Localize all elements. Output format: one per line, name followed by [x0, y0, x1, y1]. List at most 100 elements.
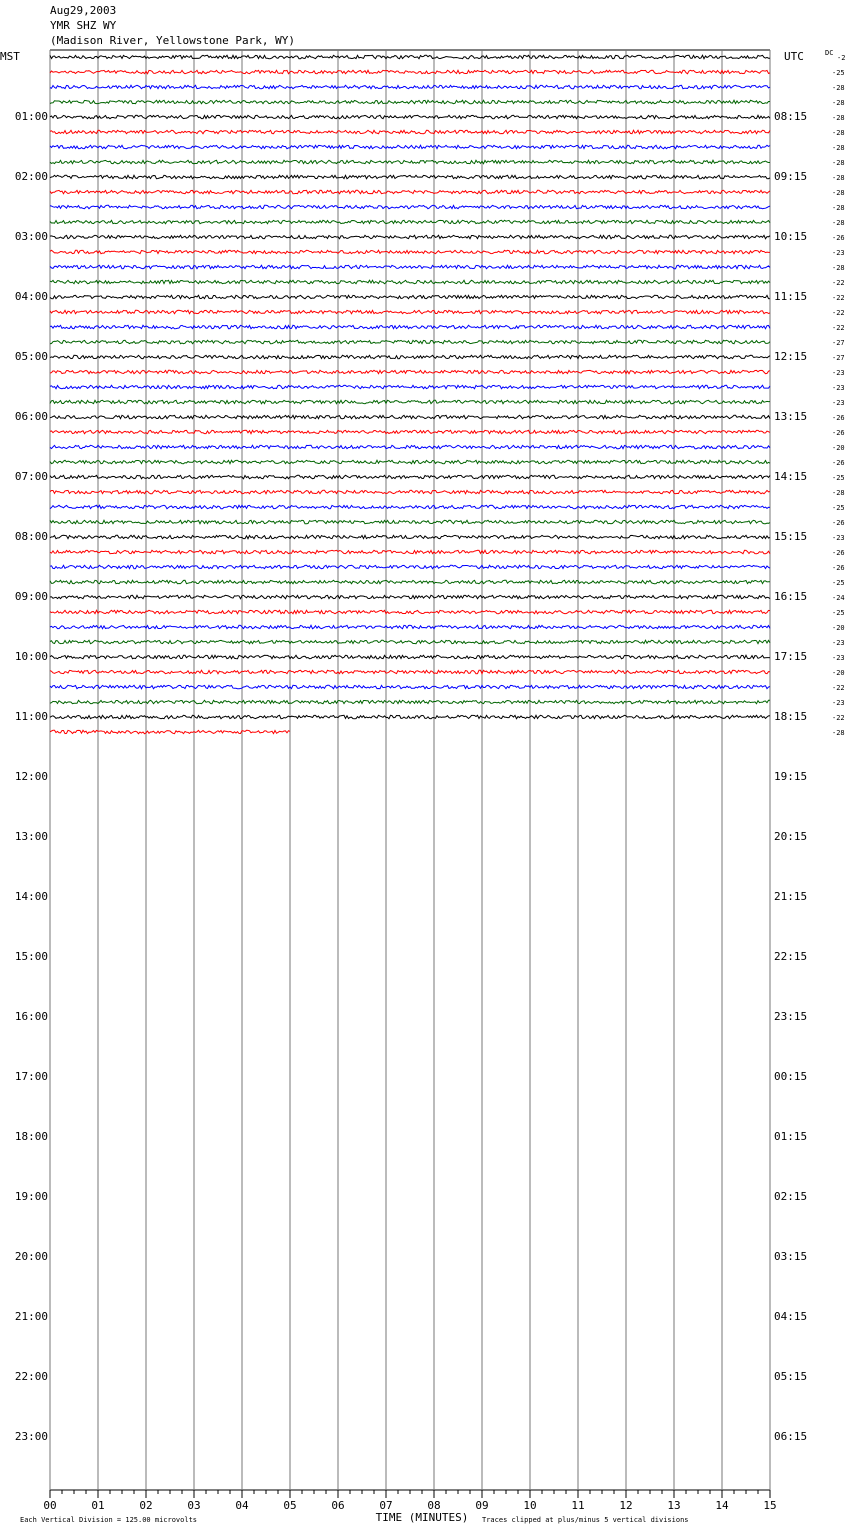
- dc-offset: -28: [832, 174, 845, 182]
- x-tick-label: 12: [619, 1499, 632, 1512]
- left-hour-label: 11:00: [15, 710, 48, 723]
- trace: [49, 144, 771, 150]
- dc-offset: -28: [832, 264, 845, 272]
- dc-offset: -28: [832, 204, 845, 212]
- right-hour-label: 10:15: [774, 230, 807, 243]
- right-hour-label: 11:15: [774, 290, 807, 303]
- dc-offset: -26: [832, 459, 845, 467]
- x-tick-label: 06: [331, 1499, 344, 1512]
- dc-offset: -23: [832, 699, 845, 707]
- right-hour-label: 20:15: [774, 830, 807, 843]
- left-hour-label: 20:00: [15, 1250, 48, 1263]
- right-hour-label: 14:15: [774, 470, 807, 483]
- trace: [49, 309, 771, 315]
- dc-offset: -27: [832, 339, 845, 347]
- left-hour-label: 04:00: [15, 290, 48, 303]
- dc-offset: -22: [832, 279, 845, 287]
- dc-offset: -25: [832, 579, 845, 587]
- trace: [49, 324, 771, 330]
- left-hour-label: 15:00: [15, 950, 48, 963]
- trace: [49, 159, 770, 165]
- right-hour-label: 00:15: [774, 1070, 807, 1083]
- dc-offset: -25: [832, 474, 845, 482]
- trace: [49, 564, 771, 570]
- trace: [49, 699, 770, 705]
- right-hour-label: 02:15: [774, 1190, 807, 1203]
- dc-offset: -28: [832, 159, 845, 167]
- dc-offset: -25: [832, 504, 845, 512]
- trace: [49, 549, 771, 555]
- right-hour-label: 05:15: [774, 1370, 807, 1383]
- trace: [49, 264, 771, 270]
- x-tick-label: 02: [139, 1499, 152, 1512]
- trace: [49, 219, 771, 225]
- trace: [49, 354, 771, 360]
- dc-offset: -23: [832, 639, 845, 647]
- x-tick-label: 07: [379, 1499, 392, 1512]
- left-hour-label: 22:00: [15, 1370, 48, 1383]
- trace: [49, 609, 771, 615]
- trace: [49, 279, 771, 285]
- right-hour-label: 22:15: [774, 950, 807, 963]
- right-hour-label: 09:15: [774, 170, 807, 183]
- footer-left: Each Vertical Division = 125.00 microvol…: [20, 1516, 197, 1524]
- title-location: (Madison River, Yellowstone Park, WY): [50, 34, 295, 47]
- dc-offset: -25: [832, 69, 845, 77]
- dc-offset: -26: [832, 549, 845, 557]
- right-hour-label: 17:15: [774, 650, 807, 663]
- dc-offset: -25: [832, 609, 845, 617]
- left-axis-title: MST: [0, 50, 20, 63]
- dc-offset: -22: [832, 294, 845, 302]
- x-tick-label: 14: [715, 1499, 729, 1512]
- trace: [49, 249, 770, 255]
- left-hour-label: 23:00: [15, 1430, 48, 1443]
- left-hour-label: 10:00: [15, 650, 48, 663]
- left-hour-label: 17:00: [15, 1070, 48, 1083]
- left-hour-label: 13:00: [15, 830, 48, 843]
- right-axis-title: UTC: [784, 50, 804, 63]
- dc-offset: -26: [832, 234, 845, 242]
- dc-offset: -26: [832, 429, 845, 437]
- trace: [49, 69, 771, 75]
- title-date: Aug29,2003: [50, 4, 116, 17]
- dc-offset: -22: [832, 714, 845, 722]
- dc-offset: -28: [832, 219, 845, 227]
- right-hour-label: 23:15: [774, 1010, 807, 1023]
- trace: [49, 669, 771, 675]
- left-hour-label: 09:00: [15, 590, 48, 603]
- trace: [49, 504, 771, 510]
- trace: [49, 684, 771, 690]
- dc-offset: -23: [832, 384, 845, 392]
- trace: [49, 534, 771, 540]
- dc-offset: -22: [832, 324, 845, 332]
- x-tick-label: 15: [763, 1499, 776, 1512]
- right-hour-label: 16:15: [774, 590, 807, 603]
- left-hour-label: 12:00: [15, 770, 48, 783]
- x-tick-label: 03: [187, 1499, 200, 1512]
- trace: [49, 114, 771, 120]
- dc-title: DC: [825, 49, 833, 57]
- trace: [49, 489, 771, 495]
- dc-offset: -23: [832, 369, 845, 377]
- footer-right: Traces clipped at plus/minus 5 vertical …: [482, 1516, 689, 1524]
- trace: [49, 714, 771, 720]
- trace: [49, 579, 771, 585]
- dc-offset: -27: [832, 354, 845, 362]
- x-tick-label: 01: [91, 1499, 104, 1512]
- x-tick-label: 09: [475, 1499, 488, 1512]
- dc-offset: -20: [832, 669, 845, 677]
- dc-offset: -22: [832, 684, 845, 692]
- dc-offset: -26: [832, 564, 845, 572]
- x-tick-label: 04: [235, 1499, 249, 1512]
- dc-offset: -23: [832, 654, 845, 662]
- left-hour-label: 08:00: [15, 530, 48, 543]
- dc-offset: -23: [832, 249, 845, 257]
- left-hour-label: 18:00: [15, 1130, 48, 1143]
- left-hour-label: 16:00: [15, 1010, 48, 1023]
- right-hour-label: 13:15: [774, 410, 807, 423]
- left-hour-label: 21:00: [15, 1310, 48, 1323]
- left-hour-label: 02:00: [15, 170, 48, 183]
- dc-offset: -28: [832, 129, 845, 137]
- x-tick-label: 13: [667, 1499, 680, 1512]
- right-hour-label: 12:15: [774, 350, 807, 363]
